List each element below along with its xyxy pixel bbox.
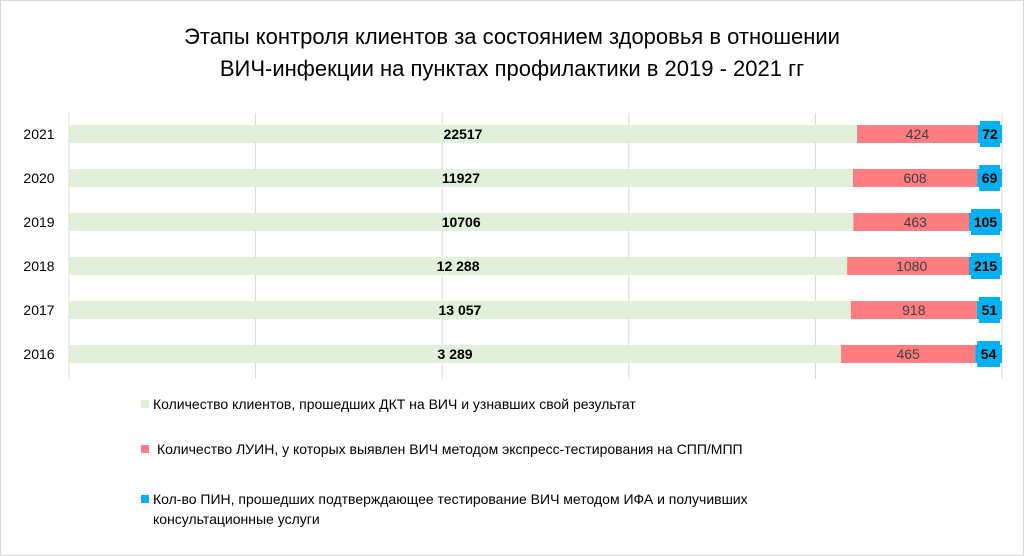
data-label-box [978, 297, 1000, 323]
bar-segment [69, 213, 854, 231]
bar-segment [69, 169, 853, 187]
bar-segment [853, 213, 978, 231]
title-line-2: ВИЧ-инфекции на пунктах профилактики в 2… [219, 56, 805, 81]
data-label-box [971, 209, 1000, 235]
chart-title: Этапы контроля клиентов за состоянием зд… [1, 21, 1023, 85]
category-label: 2017 [23, 302, 54, 318]
data-label-box [977, 341, 1000, 367]
category-label: 2020 [23, 170, 54, 186]
data-label: 608 [903, 170, 927, 186]
data-label: 465 [896, 346, 920, 362]
category-label: 2019 [23, 214, 54, 230]
data-label: 918 [902, 302, 926, 318]
data-label: 215 [974, 258, 998, 274]
category-label: 2016 [23, 346, 54, 362]
data-label: 424 [906, 126, 930, 142]
data-label: 72 [982, 126, 998, 142]
legend-item-luin: Количество ЛУИН, у которых выявлен ВИЧ м… [141, 439, 743, 459]
data-label: 54 [981, 346, 997, 362]
bar-segment [850, 301, 977, 319]
data-label-box [979, 121, 1000, 147]
bar-segment [69, 125, 858, 143]
data-label: 463 [904, 214, 928, 230]
category-label: 2021 [23, 126, 54, 142]
data-label-box [971, 253, 1000, 279]
data-label: 22517 [444, 126, 483, 142]
data-label: 1080 [896, 258, 927, 274]
data-label: 10706 [442, 214, 481, 230]
bar-segment [852, 169, 978, 187]
legend-item-pin: Кол-во ПИН, прошедших подтверждающее тес… [141, 489, 753, 529]
bar-segment [69, 301, 851, 319]
legend-item-dkt: Количество клиентов, прошедших ДКТ на ВИ… [141, 394, 636, 414]
plot-area: 2021 22517 424 72 2020 11927 608 69 2019 10706 463… [23, 113, 1003, 379]
data-label: 12 288 [437, 258, 480, 274]
bar-segment [69, 257, 848, 275]
legend-swatch [141, 445, 149, 453]
bar-segment [69, 345, 842, 363]
legend-swatch [141, 495, 149, 503]
bar-segment [847, 257, 977, 275]
bar-segment [857, 125, 978, 143]
data-label: 3 289 [438, 346, 473, 362]
data-label: 69 [982, 170, 998, 186]
data-label-box [979, 165, 1000, 191]
data-label: 13 057 [438, 302, 481, 318]
data-label: 105 [974, 214, 998, 230]
data-label: 51 [982, 302, 998, 318]
title-line-1: Этапы контроля клиентов за состоянием зд… [184, 24, 840, 49]
data-label: 11927 [442, 170, 480, 186]
legend-swatch [141, 400, 149, 408]
category-label: 2018 [23, 258, 54, 274]
bar-segment [841, 345, 976, 363]
